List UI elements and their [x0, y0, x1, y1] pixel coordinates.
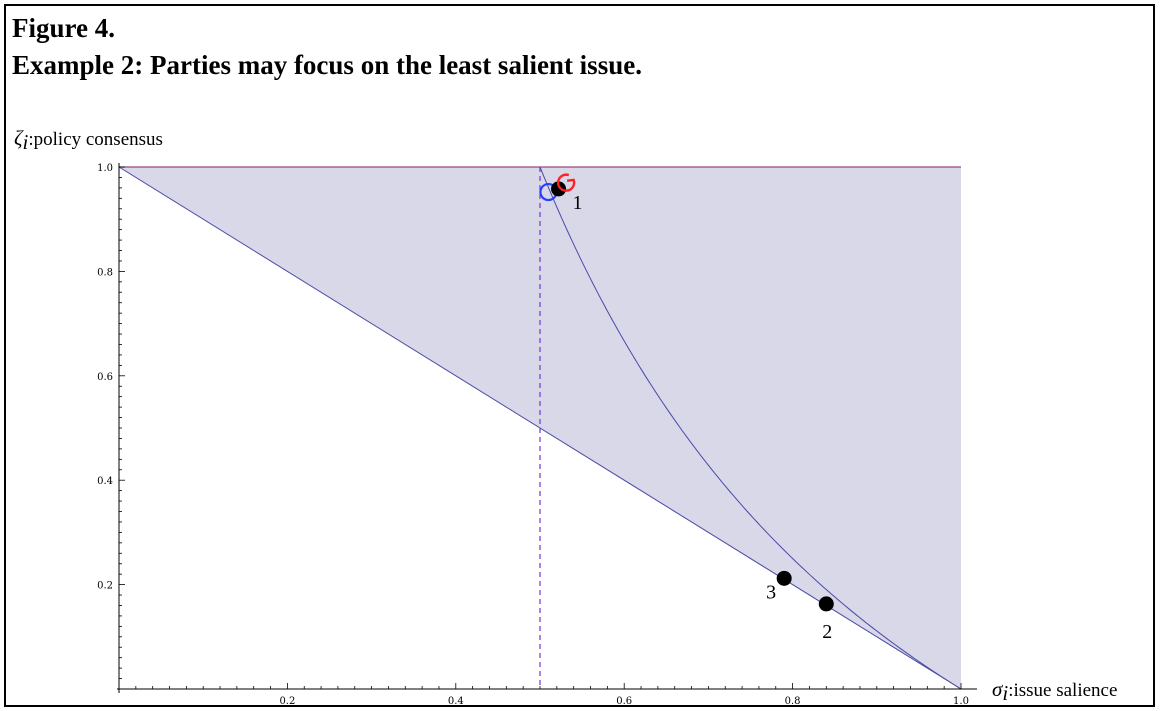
x-tick-label: 0.4: [448, 696, 464, 707]
y-tick-label: 0.8: [97, 267, 113, 278]
x-tick-label: 0.2: [279, 696, 295, 707]
y-tick-label: 0.2: [97, 581, 113, 592]
y-tick-label: 0.4: [97, 476, 113, 487]
x-tick-label: 0.6: [616, 696, 632, 707]
point-3: [776, 570, 792, 586]
x-tick-label: 1.0: [953, 696, 969, 707]
point-label-3: 3: [766, 581, 776, 603]
red-arc-marker: [556, 173, 576, 192]
figure-number: Figure 4.: [12, 13, 115, 43]
point-1: [551, 181, 567, 197]
y-axis-label: ζi:policy consensus: [14, 126, 163, 154]
x-axis-label: σi:issue salience: [992, 677, 1117, 705]
point-label-2: 2: [822, 621, 832, 643]
point-label-1: 1: [573, 192, 583, 214]
figure-frame: [4, 4, 1155, 707]
point-2: [818, 596, 834, 612]
y-tick-label: 0.6: [97, 372, 113, 383]
x-tick-label: 0.8: [785, 696, 801, 707]
y-tick-label: 1.0: [97, 163, 113, 174]
curve-line: [539, 166, 962, 690]
figure-title: Figure 4. Example 2: Parties may focus o…: [12, 10, 642, 84]
figure-caption: Example 2: Parties may focus on the leas…: [12, 50, 642, 80]
